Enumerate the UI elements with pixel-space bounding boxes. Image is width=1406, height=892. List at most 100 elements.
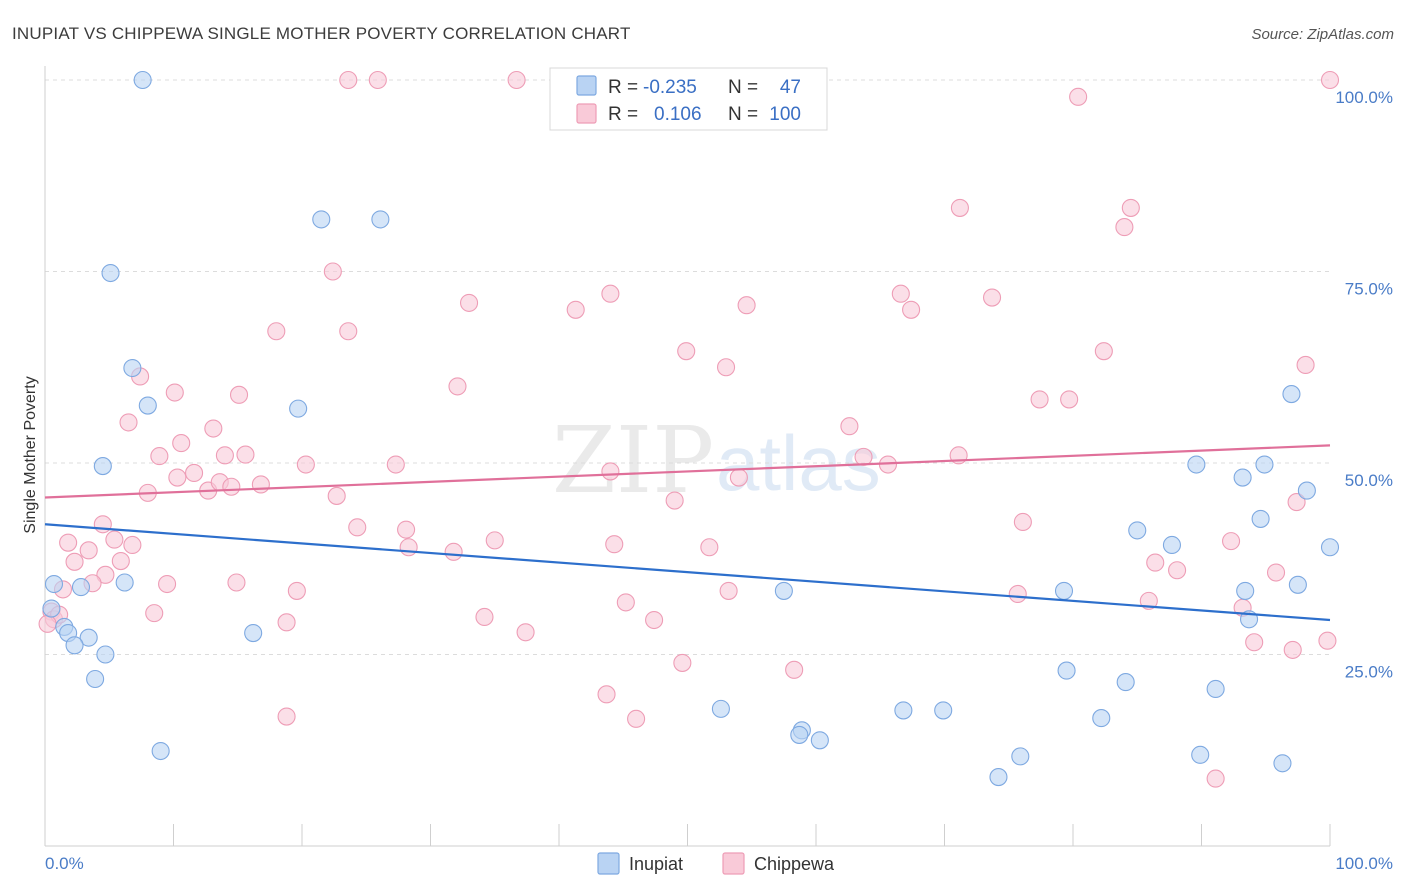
chippewa-point bbox=[287, 581, 306, 600]
chippewa-point bbox=[601, 462, 620, 481]
inupiat-point bbox=[371, 210, 390, 229]
inupiat-point bbox=[96, 645, 115, 664]
chippewa-point bbox=[79, 541, 98, 560]
chippewa-point bbox=[236, 445, 255, 464]
chippewa-point bbox=[982, 288, 1002, 307]
inupiat-point bbox=[93, 457, 112, 476]
chippewa-point bbox=[785, 660, 804, 679]
inupiat-point bbox=[1282, 385, 1301, 404]
stats-legend-chippewa-n-value: 100 bbox=[769, 104, 801, 125]
inupiat-point bbox=[934, 701, 953, 720]
legend-chippewa-label: Chippewa bbox=[754, 854, 835, 874]
chippewa-point bbox=[1266, 563, 1286, 582]
chippewa-point bbox=[222, 477, 241, 496]
chippewa-point bbox=[891, 284, 910, 303]
chippewa-point bbox=[165, 383, 184, 402]
stats-legend-chippewa-r-label: R = bbox=[608, 104, 638, 125]
chippewa-point bbox=[296, 455, 315, 474]
chippewa-point bbox=[516, 623, 535, 642]
chippewa-point bbox=[729, 468, 748, 487]
inupiat-point bbox=[810, 731, 829, 750]
y-tick-label-50: 50.0% bbox=[1345, 471, 1393, 490]
stats-legend-inupiat-r-value: -0.235 bbox=[643, 77, 697, 98]
legend-inupiat-swatch bbox=[597, 852, 620, 875]
inupiat-point bbox=[1236, 581, 1255, 600]
chippewa-point bbox=[673, 653, 692, 672]
chippewa-point bbox=[566, 300, 585, 319]
chippewa-point bbox=[65, 552, 84, 571]
chippewa-point bbox=[267, 322, 286, 341]
chippewa-point bbox=[277, 707, 296, 726]
chippewa-point bbox=[386, 455, 405, 474]
chippewa-point bbox=[1168, 561, 1187, 580]
chippewa-point bbox=[96, 565, 115, 584]
inupiat-point bbox=[774, 581, 793, 600]
stats-legend-chippewa-swatch bbox=[576, 103, 597, 124]
chippewa-point bbox=[605, 535, 624, 554]
chippewa-point bbox=[627, 709, 646, 728]
inupiat-point bbox=[244, 624, 263, 643]
chippewa-point bbox=[339, 70, 358, 90]
source-label: Source: ZipAtlas.com bbox=[1251, 26, 1394, 43]
inupiat-point bbox=[790, 725, 809, 744]
inupiat-point bbox=[1233, 468, 1252, 487]
chippewa-point bbox=[323, 262, 342, 281]
inupiat-point bbox=[1092, 709, 1111, 728]
stats-legend: R = -0.235 N = 47 R = 0.106 N = 100 bbox=[549, 67, 828, 131]
chippewa-point bbox=[1283, 640, 1302, 659]
chippewa-point bbox=[1030, 390, 1049, 409]
chippewa-point bbox=[601, 284, 620, 303]
chippewa-point bbox=[475, 607, 494, 627]
chippewa-point bbox=[399, 538, 418, 557]
chippewa-point bbox=[1287, 493, 1306, 512]
chippewa-point bbox=[111, 551, 130, 571]
chippewa-point bbox=[840, 417, 859, 436]
chippewa-point bbox=[229, 385, 249, 404]
legend-inupiat-label: Inupiat bbox=[629, 854, 683, 874]
inupiat-point bbox=[1116, 673, 1135, 692]
inupiat-point bbox=[1187, 455, 1206, 474]
chippewa-point bbox=[397, 520, 416, 539]
x-tick-label-min: 0.0% bbox=[45, 854, 84, 873]
watermark-zip: ZIP bbox=[552, 407, 714, 514]
chippewa-point bbox=[616, 593, 635, 612]
y-tick-label-100: 100.0% bbox=[1335, 88, 1393, 107]
chippewa-point bbox=[737, 296, 756, 315]
chippewa-point bbox=[716, 358, 736, 377]
inupiat-point bbox=[1273, 754, 1292, 773]
chippewa-point bbox=[185, 463, 204, 483]
inupiat-point bbox=[289, 399, 308, 418]
inupiat-point bbox=[115, 573, 134, 592]
chippewa-point bbox=[93, 515, 112, 534]
chippewa-point bbox=[1296, 355, 1315, 375]
chippewa-point bbox=[227, 573, 246, 592]
chippewa-point bbox=[1320, 70, 1340, 90]
chippewa-point bbox=[1094, 342, 1113, 361]
chippewa-point bbox=[339, 322, 358, 341]
chippewa-point bbox=[448, 377, 467, 396]
chippewa-point bbox=[719, 581, 738, 600]
chippewa-point bbox=[172, 434, 191, 453]
chippewa-point bbox=[38, 614, 57, 633]
chippewa-point bbox=[700, 538, 719, 557]
bottom-legend: Inupiat Chippewa bbox=[597, 852, 835, 875]
chippewa-point bbox=[645, 610, 664, 630]
chippewa-trend-line bbox=[44, 444, 1331, 499]
inupiat-point bbox=[86, 669, 105, 689]
inupiat-point bbox=[1288, 575, 1307, 594]
chippewa-point bbox=[123, 535, 142, 555]
inupiat-point bbox=[1320, 538, 1340, 557]
y-tick-label-75: 75.0% bbox=[1345, 280, 1393, 299]
inupiat-point bbox=[1057, 661, 1076, 680]
chippewa-point bbox=[150, 447, 169, 466]
inupiat-point bbox=[1128, 521, 1147, 540]
chippewa-point bbox=[677, 342, 696, 361]
inupiat-point bbox=[44, 574, 64, 594]
chippewa-point bbox=[348, 518, 367, 537]
inupiat-point bbox=[1255, 455, 1274, 474]
inupiat-point bbox=[42, 599, 61, 618]
x-tick-label-max: 100.0% bbox=[1335, 854, 1393, 873]
chippewa-point bbox=[1069, 87, 1088, 106]
chippewa-point bbox=[485, 531, 504, 550]
chippewa-point bbox=[1008, 584, 1027, 604]
